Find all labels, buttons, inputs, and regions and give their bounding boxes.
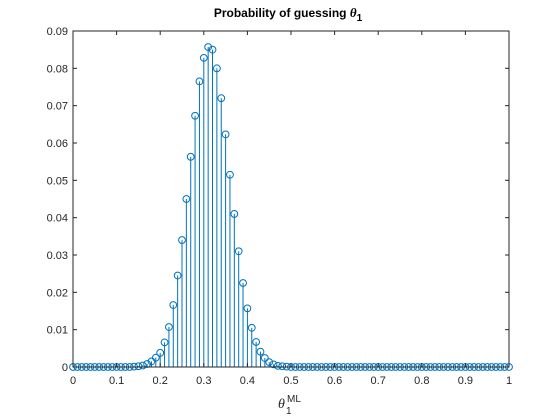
- chart-title-prefix: Probability of guessing: [214, 6, 350, 20]
- x-tick-label: 1: [506, 375, 512, 387]
- x-tick-label: 0.9: [458, 375, 473, 387]
- y-tick-label: 0.02: [47, 287, 68, 299]
- x-tick-label: 0.3: [196, 375, 211, 387]
- y-tick-label: 0.09: [47, 26, 68, 38]
- y-tick-label: 0.01: [47, 325, 68, 337]
- y-tick-label: 0: [62, 362, 68, 374]
- y-tick-label: 0.03: [47, 250, 68, 262]
- y-tick-label: 0.05: [47, 175, 68, 187]
- x-tick-label: 0.1: [109, 375, 124, 387]
- y-tick-label: 0.06: [47, 138, 68, 150]
- y-tick-label: 0.08: [47, 63, 68, 75]
- x-tick-label: 0.7: [371, 375, 386, 387]
- x-tick-label: 0.8: [414, 375, 429, 387]
- axes-background: [73, 31, 509, 367]
- x-tick-label: 0.5: [283, 375, 298, 387]
- y-tick-label: 0.07: [47, 101, 68, 113]
- x-tick-label: 0.2: [153, 375, 168, 387]
- y-tick-label: 0.04: [47, 213, 68, 225]
- x-tick-label: 0.4: [240, 375, 255, 387]
- x-tick-label: 0: [70, 375, 76, 387]
- chart-title-subscript: 1: [357, 13, 363, 24]
- x-tick-label: 0.6: [327, 375, 342, 387]
- x-axis-label-superscript: ML: [287, 394, 301, 405]
- x-axis-label-subscript: 1: [286, 406, 292, 417]
- x-axis-label-symbol: θ: [278, 397, 285, 412]
